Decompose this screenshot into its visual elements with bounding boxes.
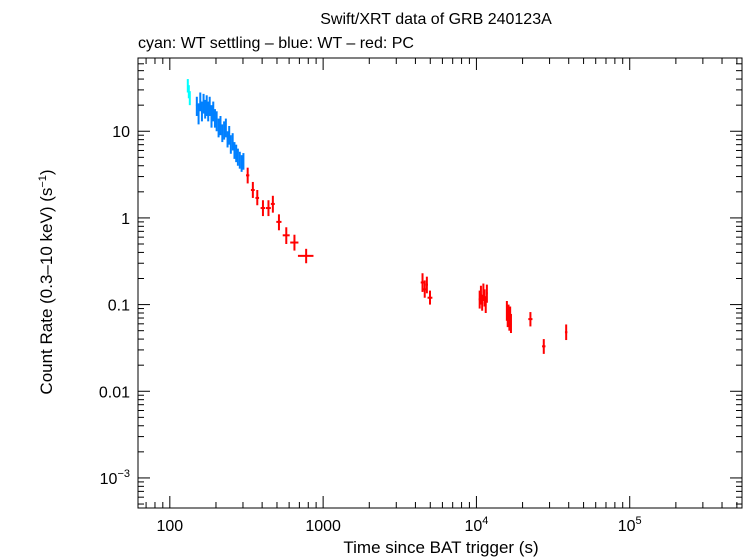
data-point <box>208 96 211 116</box>
data-point <box>240 155 243 172</box>
y-axis-label: Count Rate (0.3–10 keV) (s−1) <box>37 169 56 394</box>
data-point <box>199 92 202 112</box>
data-point <box>250 181 255 198</box>
x-axis-label: Time since BAT trigger (s) <box>343 538 538 557</box>
data-point <box>233 142 236 159</box>
data-point <box>221 124 224 143</box>
data-point <box>509 313 512 334</box>
x-tick-label: 105 <box>618 515 642 535</box>
data-point <box>242 153 245 170</box>
data-point <box>425 276 428 294</box>
y-axis-label-main: Count Rate (0.3–10 keV) (s <box>37 188 56 395</box>
data-point <box>219 115 222 136</box>
data-point <box>229 135 232 154</box>
y-tick-label: 0.1 <box>108 298 130 315</box>
y-tick-label: 10−3 <box>100 468 130 488</box>
data-point <box>224 118 227 138</box>
data-point <box>484 296 487 313</box>
data-point <box>197 103 200 125</box>
chart-subtitle: cyan: WT settling – blue: WT – red: PC <box>138 35 414 52</box>
data-point <box>528 312 533 327</box>
series-pc <box>246 167 568 354</box>
data-point <box>481 294 484 311</box>
data-point <box>297 248 314 264</box>
data-point <box>205 95 208 116</box>
y-axis-label-close: ) <box>37 169 56 175</box>
data-point <box>235 144 238 163</box>
data-point <box>238 151 241 169</box>
y-tick-label: 1 <box>121 211 130 228</box>
data-point <box>212 101 215 122</box>
data-point <box>290 234 299 251</box>
data-point <box>485 284 488 303</box>
chart-title: Swift/XRT data of GRB 240123A <box>320 11 552 28</box>
data-point <box>226 131 229 148</box>
data-point <box>542 339 546 354</box>
y-axis-label-sup: −1 <box>37 175 49 188</box>
axis-ticks <box>138 57 742 508</box>
x-tick-label: 100 <box>156 518 183 535</box>
data-point <box>202 93 205 114</box>
data-point <box>564 324 568 341</box>
data-points <box>186 79 568 354</box>
data-point <box>236 148 239 166</box>
data-point <box>188 91 191 106</box>
x-tick-label: 1000 <box>305 518 341 535</box>
data-point <box>270 195 275 213</box>
data-point <box>260 200 266 217</box>
y-tick-label: 0.01 <box>99 384 130 401</box>
x-tick-label: 104 <box>464 515 488 535</box>
data-point <box>423 280 427 298</box>
data-point <box>255 189 260 206</box>
data-point <box>200 101 203 122</box>
data-point <box>195 96 198 116</box>
data-point <box>266 200 271 217</box>
data-point <box>204 99 207 119</box>
data-point <box>231 133 234 151</box>
data-point <box>215 111 218 132</box>
data-point <box>223 121 226 140</box>
data-point <box>228 125 231 145</box>
data-point <box>420 273 425 292</box>
tick-labels: 100 1000 104 105 10 1 0.1 0.01 10−3 <box>99 124 642 535</box>
data-point <box>276 214 282 231</box>
data-point <box>246 167 250 184</box>
data-point <box>217 118 220 138</box>
data-point <box>213 109 216 128</box>
series-wt-settling <box>186 79 191 106</box>
data-point <box>210 105 213 128</box>
y-tick-label: 10 <box>112 124 130 141</box>
data-point <box>282 227 290 245</box>
series-wt <box>195 92 245 172</box>
data-point <box>427 290 433 305</box>
plot-frame <box>137 57 743 509</box>
